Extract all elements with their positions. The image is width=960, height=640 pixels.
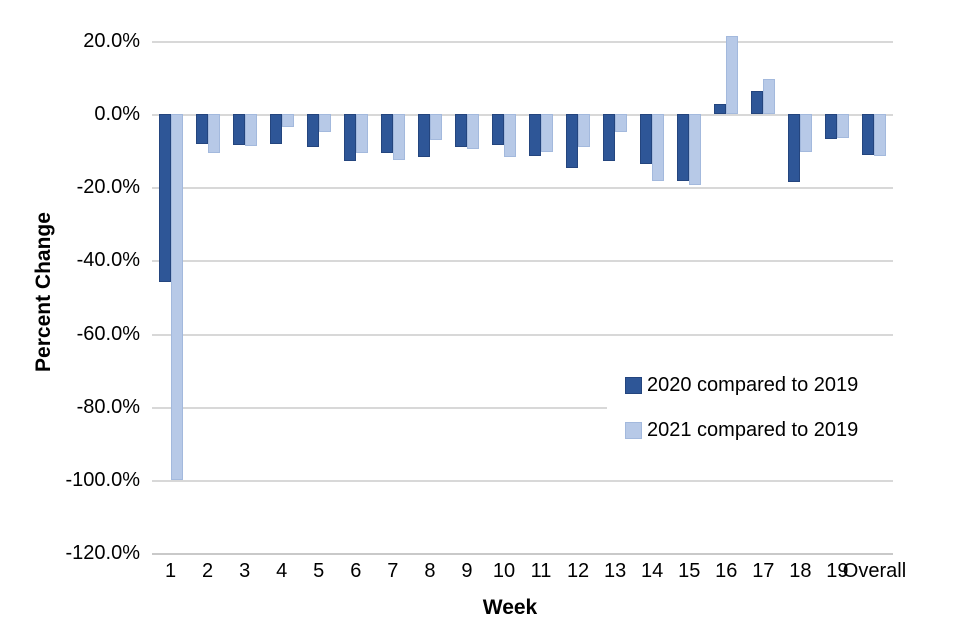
legend-item-2021: 2021 compared to 2019 <box>625 415 943 445</box>
bar-2021-11 <box>541 114 554 152</box>
bar-2020-4 <box>269 114 282 145</box>
x-tick-label-19: 19 <box>826 560 849 582</box>
bar-2020-13 <box>603 114 616 161</box>
bar-2020-1 <box>158 114 171 283</box>
y-tick-label--40: -40.0% <box>76 249 140 272</box>
bar-2020-15 <box>677 114 690 182</box>
legend-item-2020: 2020 compared to 2019 <box>625 370 943 400</box>
x-tick-label-10: 10 <box>492 560 516 582</box>
x-tick-label-11: 11 <box>530 560 552 582</box>
bar-2020-8 <box>417 114 430 158</box>
bar-2021-overall <box>874 114 887 156</box>
gridline--100 <box>152 479 893 482</box>
x-tick-label-5: 5 <box>313 560 325 582</box>
bar-2021-19 <box>837 114 850 138</box>
bar-2020-3 <box>232 114 245 146</box>
legend-label-2020: 2020 compared to 2019 <box>647 373 859 396</box>
x-axis-tick-labels: 1 2 3 4 5 6 7 8 9 10 11 12 13 14 15 16 17 18 19 Overall <box>152 559 906 585</box>
bar-2020-5 <box>306 114 319 147</box>
bar-2020-12 <box>566 114 579 169</box>
bar-2021-1 <box>170 114 183 480</box>
gridline-20 <box>152 41 893 43</box>
bar-2021-15 <box>689 114 702 186</box>
gridline--60 <box>152 333 893 336</box>
x-tick-label-6: 6 <box>350 560 362 582</box>
bar-2021-4 <box>281 114 294 127</box>
gridline--20 <box>152 187 893 190</box>
legend-swatch-2020 <box>625 376 642 394</box>
y-axis-tick-labels: 20.0% 0.0% -20.0% -40.0% -60.0% -80.0% -100.0%… <box>0 0 141 640</box>
x-tick-label-18: 18 <box>789 560 812 582</box>
bar-2021-7 <box>392 114 405 160</box>
bar-2021-16 <box>726 35 739 115</box>
bar-2020-16 <box>714 104 727 115</box>
x-axis-title: Week <box>482 596 538 619</box>
bar-2020-11 <box>529 114 542 157</box>
bar-2021-13 <box>615 114 628 133</box>
gridline--40 <box>152 260 893 263</box>
bar-2020-14 <box>640 114 653 164</box>
plot-area <box>152 35 893 555</box>
x-tick-label-7: 7 <box>387 560 399 582</box>
legend-label-2021: 2021 compared to 2019 <box>647 418 859 441</box>
bar-2021-12 <box>578 114 591 147</box>
bar-2021-17 <box>763 79 776 115</box>
bar-2021-14 <box>652 114 665 182</box>
y-tick-label--60: -60.0% <box>76 322 140 345</box>
x-tick-label-1: 1 <box>164 560 177 582</box>
gridline-0 <box>152 114 893 117</box>
bar-2021-3 <box>244 114 257 147</box>
x-tick-label-4: 4 <box>276 560 288 582</box>
legend-swatch-2021 <box>625 421 642 439</box>
bar-2021-6 <box>355 114 368 154</box>
x-tick-label-8: 8 <box>424 560 436 582</box>
bar-2020-7 <box>380 114 393 154</box>
bar-2020-9 <box>454 114 467 147</box>
x-tick-label-13: 13 <box>604 560 627 582</box>
y-tick-label--100: -100.0% <box>65 468 141 491</box>
bar-2020-overall <box>862 114 875 156</box>
bar-2021-10 <box>503 114 516 158</box>
y-tick-label--80: -80.0% <box>76 395 140 418</box>
x-tick-label-overall: Overall <box>842 560 907 582</box>
bar-2020-19 <box>825 114 838 140</box>
x-tick-label-17: 17 <box>752 560 775 582</box>
bar-2021-18 <box>800 114 813 152</box>
bar-2020-10 <box>491 114 504 146</box>
bar-2021-2 <box>207 114 220 153</box>
y-tick-label--120: -120.0% <box>65 542 141 564</box>
bar-2020-17 <box>751 90 764 115</box>
bar-2020-18 <box>788 114 801 182</box>
bar-2021-9 <box>466 114 479 150</box>
x-tick-label-12: 12 <box>566 560 590 582</box>
x-tick-label-3: 3 <box>239 560 251 582</box>
y-tick-label--20: -20.0% <box>76 176 140 199</box>
legend: 2020 compared to 2019 2021 compared to 2… <box>607 358 943 452</box>
x-tick-label-16: 16 <box>715 560 738 582</box>
x-axis-line <box>152 553 893 555</box>
bar-2020-2 <box>195 114 208 145</box>
bar-2021-8 <box>429 114 442 141</box>
x-tick-label-14: 14 <box>641 560 664 582</box>
x-tick-label-15: 15 <box>678 560 701 582</box>
x-tick-label-2: 2 <box>202 560 214 582</box>
y-tick-label-0: 0.0% <box>94 103 140 126</box>
x-tick-label-9: 9 <box>461 560 473 582</box>
gridline--80 <box>152 406 893 409</box>
bar-2021-5 <box>318 114 331 132</box>
bar-2020-6 <box>343 114 356 161</box>
y-tick-label-20: 20.0% <box>83 30 140 52</box>
